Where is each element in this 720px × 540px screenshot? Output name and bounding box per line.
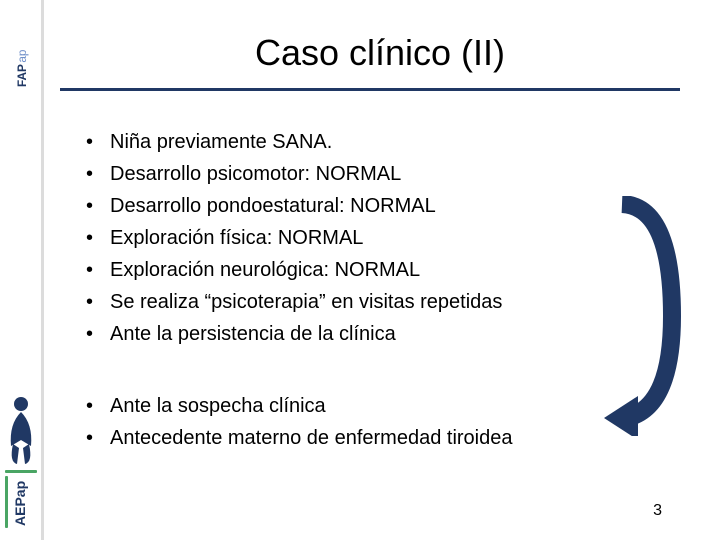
page-number: 3	[653, 502, 662, 520]
svg-text:AEPap: AEPap	[12, 481, 28, 526]
bullet-text: Desarrollo pondoestatural: NORMAL	[110, 191, 436, 221]
bullet-text: Ante la persistencia de la clínica	[110, 319, 396, 349]
bullet-text: Desarrollo psicomotor: NORMAL	[110, 159, 401, 189]
bullet-text: Se realiza “psicoterapia” en visitas rep…	[110, 287, 502, 317]
curved-arrow-icon	[602, 196, 682, 436]
bullet-text: Ante la sospecha clínica	[110, 391, 326, 421]
aepap-logo: AEPap	[3, 390, 39, 530]
fapap-logo-bold: FAP	[16, 64, 29, 87]
bullet-text: Antecedente materno de enfermedad tiroid…	[110, 423, 513, 453]
list-item: •Desarrollo psicomotor: NORMAL	[86, 159, 700, 189]
slide-title: Caso clínico (II)	[60, 32, 700, 74]
left-rail: FAP ap AEPap	[0, 0, 44, 540]
list-item: •Niña previamente SANA.	[86, 127, 700, 157]
bullet-text: Niña previamente SANA.	[110, 127, 332, 157]
slide-content: Caso clínico (II) •Niña previamente SANA…	[60, 0, 700, 540]
fapap-logo: FAP ap	[0, 0, 44, 130]
bullet-text: Exploración física: NORMAL	[110, 223, 363, 253]
title-underline	[60, 88, 680, 91]
fapap-logo-light: ap	[16, 49, 29, 63]
bullet-text: Exploración neurológica: NORMAL	[110, 255, 420, 285]
